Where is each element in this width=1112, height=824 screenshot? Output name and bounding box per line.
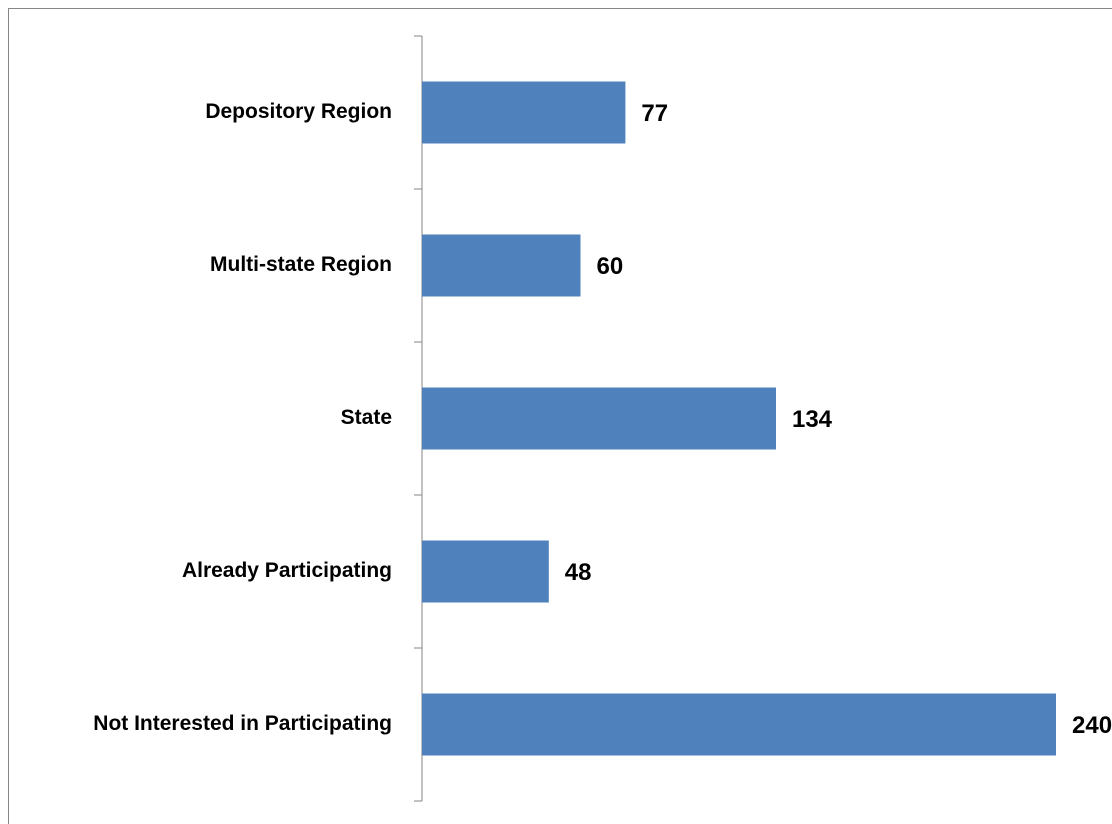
category-label: Already Participating xyxy=(182,559,392,582)
bar xyxy=(422,540,549,603)
data-label: 240 xyxy=(1072,712,1112,739)
bar xyxy=(422,234,581,297)
data-label: 77 xyxy=(641,100,668,127)
category-label: Not Interested in Participating xyxy=(93,712,392,735)
data-label: 134 xyxy=(792,406,833,433)
category-label: Multi-state Region xyxy=(210,253,392,276)
bar xyxy=(422,81,626,144)
chart-frame xyxy=(8,8,1112,824)
bar xyxy=(422,693,1056,756)
category-label: Depository Region xyxy=(205,100,392,123)
category-label: State xyxy=(341,406,392,429)
bar xyxy=(422,387,776,450)
data-label: 60 xyxy=(597,253,624,280)
data-label: 48 xyxy=(565,559,592,586)
